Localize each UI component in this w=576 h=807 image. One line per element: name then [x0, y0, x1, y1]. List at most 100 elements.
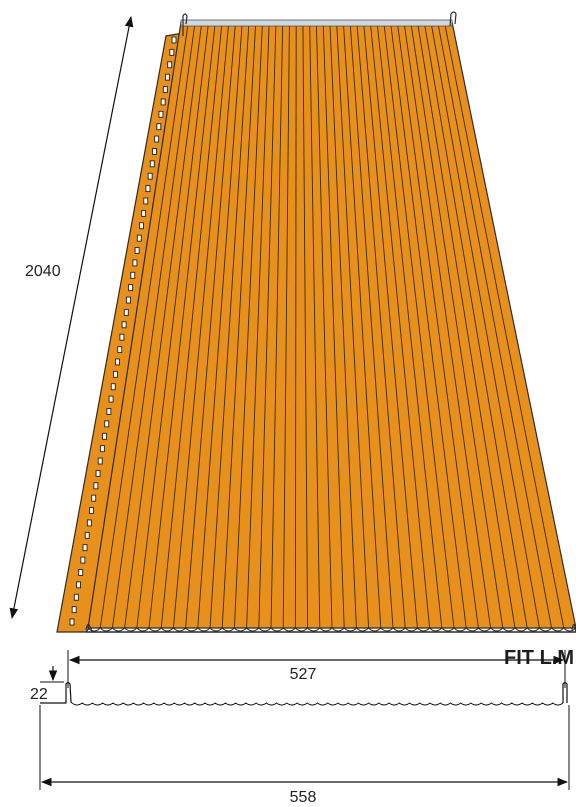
panel-rib [390, 25, 467, 629]
panel-rib [377, 25, 443, 629]
panel-rib [136, 25, 209, 629]
length-dimension-line [9, 15, 134, 620]
seam-height-label: 22 [30, 686, 48, 703]
flange-hole [102, 432, 108, 440]
panel-rib [356, 25, 406, 629]
flange-hole [147, 172, 153, 180]
panel-rib [124, 25, 202, 629]
flange-hole [108, 395, 114, 403]
flange-hole [138, 222, 144, 230]
flange-hole [128, 284, 134, 292]
flange-hole [119, 333, 125, 341]
rib-end [197, 627, 211, 632]
panel-rib [197, 25, 243, 629]
flange-hole [117, 346, 123, 354]
flange-hole [76, 581, 81, 589]
panel-rib [329, 25, 357, 629]
panel-rib [349, 25, 394, 629]
panel-rib [322, 25, 345, 629]
rib-end [331, 627, 345, 632]
rib-end [490, 627, 504, 632]
rib-end [380, 627, 394, 632]
rib-end [258, 627, 272, 632]
cross-section: 527 22 558 [30, 650, 570, 806]
rib-end [160, 627, 174, 632]
rib-end [429, 627, 443, 632]
panel-top-edge [180, 19, 453, 27]
profile-corrugation [71, 702, 564, 706]
flange-hole [110, 383, 116, 391]
panel-rib [302, 25, 309, 629]
panel-rib [148, 25, 216, 629]
flange-hole [89, 507, 94, 515]
flange-hole [86, 519, 92, 527]
panel-ribs [87, 25, 576, 632]
panel-rib [363, 25, 418, 629]
total-width-label: 558 [290, 789, 317, 806]
flange-hole [104, 420, 110, 428]
panel-rib [270, 25, 284, 629]
flange-hole [167, 61, 173, 69]
rib-end [453, 627, 467, 632]
roof-panel [56, 11, 576, 633]
panel-rib [294, 25, 297, 629]
flange-hole [82, 544, 88, 552]
top-seam-left [182, 13, 188, 36]
panel-rib [246, 25, 270, 629]
flange-hole [152, 147, 157, 155]
rib-end [307, 627, 321, 632]
rib-end [441, 627, 455, 632]
rib-end [417, 627, 430, 632]
cover-width-label: 527 [290, 666, 317, 683]
panel-rib [438, 25, 553, 629]
flange-hole [132, 259, 138, 267]
rib-end [319, 627, 333, 632]
rib-end [209, 627, 223, 632]
flange-hole [130, 271, 136, 279]
flange-hole [149, 160, 155, 168]
panel-rib [404, 25, 492, 629]
panel-rib [383, 25, 455, 629]
panel-rib [431, 25, 540, 629]
rib-end [392, 627, 406, 632]
panel-profile [40, 681, 73, 704]
flange-hole [143, 197, 149, 205]
flange-hole [162, 86, 168, 93]
rib-end [99, 627, 113, 632]
flange-hole [134, 247, 140, 254]
rib-end [148, 627, 162, 632]
panel-rib [397, 25, 479, 629]
rib-end [270, 627, 284, 632]
flange-hole [160, 98, 166, 106]
panel-rib [282, 25, 290, 629]
flange-hole [91, 494, 97, 502]
rib-end [526, 627, 540, 632]
top-seam-right [449, 11, 457, 27]
rib-end [185, 627, 199, 632]
panel-rib [185, 25, 236, 629]
flange-hole [97, 457, 103, 465]
rib-end [465, 627, 479, 632]
rib-end [502, 627, 516, 632]
panel-rib [343, 25, 382, 629]
flange-hole [69, 618, 75, 626]
flange-hole [123, 308, 129, 316]
panel-rib [336, 25, 370, 629]
flange-hole [95, 469, 101, 477]
flange-hole [80, 556, 86, 564]
rib-end [514, 627, 528, 632]
panel-rib [370, 25, 431, 629]
rib-end [368, 627, 382, 632]
rib-end [136, 627, 150, 632]
panel-rib [417, 25, 516, 629]
rib-end [124, 627, 138, 632]
panel-rib [258, 25, 277, 629]
panel-rib [233, 25, 263, 629]
flange-hole [73, 593, 79, 601]
flange-hole [171, 36, 177, 44]
flange-hole [93, 482, 99, 490]
flange-hole [158, 110, 164, 118]
rib-end [356, 627, 369, 632]
flange-hole [165, 73, 170, 81]
